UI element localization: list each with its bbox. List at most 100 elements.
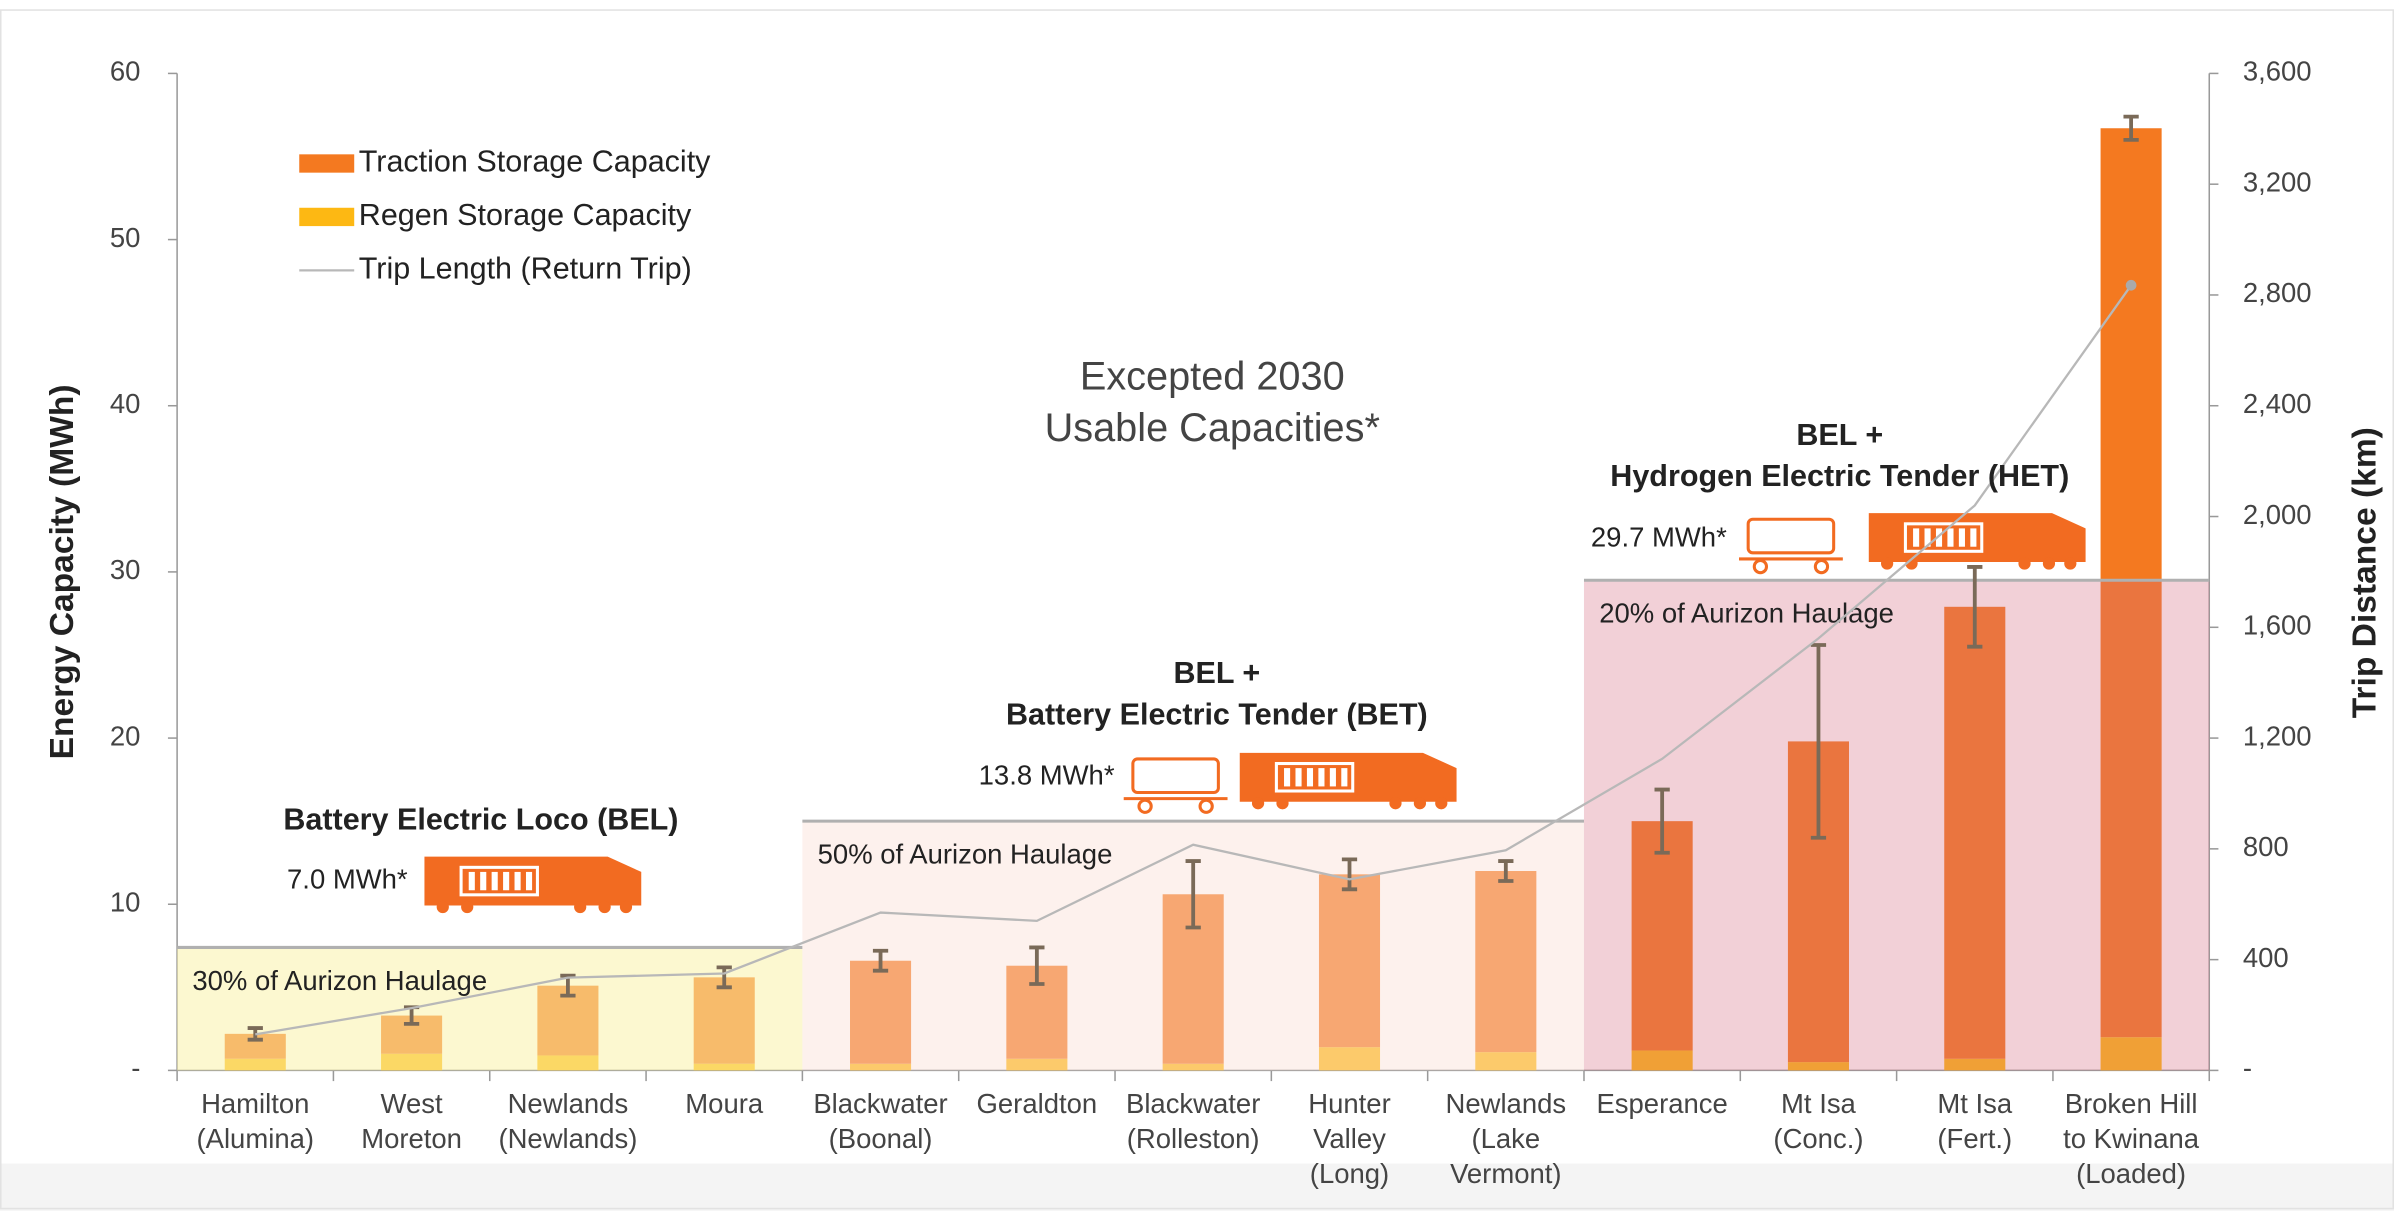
x-tick-label: Esperance: [1596, 1088, 1727, 1119]
battery-icon: [459, 865, 539, 897]
battery-cell: [1318, 768, 1325, 787]
trip-line: [255, 284, 2133, 1036]
battery-cell: [1924, 528, 1931, 547]
error-bar: [1967, 565, 1983, 649]
error-bar: [1185, 859, 1201, 930]
wheel: [436, 900, 449, 914]
loco-icon: [1868, 513, 2086, 562]
battery-cell: [1947, 528, 1954, 547]
x-tick-label: Geraldton: [977, 1088, 1098, 1119]
y2-tick-label: 2,400: [2243, 388, 2312, 419]
bar: [1318, 1047, 1381, 1071]
tender-icon: [1746, 517, 1836, 555]
wheel: [2064, 557, 2077, 570]
error-bar: [1810, 643, 1827, 840]
y2-tick-label: 2,000: [2243, 499, 2312, 530]
group-heading: Hydrogen Electric Tender (HET): [1610, 459, 2069, 493]
wheel: [1813, 558, 1830, 575]
x-tick-label: (Long): [1310, 1158, 1389, 1189]
x-tick-label: Moreton: [361, 1123, 462, 1154]
battery-cell: [1295, 768, 1302, 787]
x-tick-label: Blackwater: [813, 1088, 947, 1119]
x-tick-label: (Lake: [1471, 1123, 1540, 1154]
battery-icon: [1903, 522, 1984, 553]
wheel: [1198, 798, 1214, 814]
x-tick-label: (Fert.): [1937, 1123, 2012, 1154]
battery-icon: [1274, 761, 1355, 793]
group-heading: BEL +: [1796, 418, 1883, 452]
x-tick-label: Mt Isa: [1781, 1088, 1857, 1119]
region-label: 20% of Aurizon Haulage: [1599, 598, 1894, 629]
battery-cell: [491, 871, 498, 891]
y-tick-label: -: [131, 1053, 140, 1084]
tender-icon: [1131, 757, 1220, 795]
group-heading: Battery Electric Tender (BET): [1006, 697, 1428, 731]
x-tick-label: West: [381, 1088, 443, 1119]
bar: [1787, 1062, 1849, 1071]
error-bar: [1341, 857, 1358, 892]
error-bar: [2123, 114, 2139, 142]
region: [177, 947, 803, 1071]
battery-cell: [1958, 528, 1965, 547]
battery-cell: [1306, 768, 1314, 787]
wheel: [1276, 797, 1289, 810]
icons: [424, 513, 2086, 914]
bar: [1944, 606, 2006, 1059]
x-tick-label: (Loaded): [2076, 1158, 2186, 1189]
wheel: [2018, 557, 2031, 570]
y-tick-label: 10: [110, 887, 141, 918]
bar: [850, 1063, 912, 1071]
wheel: [574, 900, 587, 914]
x-tick-label: Hamilton: [201, 1088, 309, 1119]
battery-cell: [514, 871, 521, 891]
x-tick-label: Broken Hill: [2065, 1088, 2198, 1119]
wheel: [461, 900, 474, 914]
group-heading: BEL +: [1173, 656, 1260, 690]
wheel: [1137, 798, 1153, 814]
bar: [1475, 871, 1537, 1053]
group-capacity: 7.0 MWh*: [287, 863, 408, 894]
error-bar: [1498, 859, 1514, 883]
x-tick-label: Moura: [685, 1088, 764, 1119]
legend-label: Trip Length (Return Trip): [359, 251, 692, 285]
battery-cell: [525, 871, 533, 891]
x-tick-label: Newlands: [1446, 1088, 1567, 1119]
bar: [850, 960, 912, 1064]
loco-icon: [1239, 752, 1457, 802]
error-bar: [716, 965, 732, 990]
error-bar: [1654, 787, 1670, 855]
battery-cell: [1935, 528, 1943, 547]
y2-tick-label: 400: [2243, 942, 2289, 973]
wheel: [1389, 797, 1402, 810]
bar: [1162, 1063, 1224, 1071]
footer-strip: [0, 1163, 2394, 1211]
bar: [1631, 1050, 1693, 1071]
x-tick-label: to Kwinana: [2063, 1123, 2200, 1154]
x-tick-label: (Boonal): [829, 1123, 933, 1154]
bar: [1318, 874, 1381, 1048]
group-capacity: 13.8 MWh*: [979, 760, 1115, 791]
y2-tick-label: 3,600: [2243, 56, 2312, 87]
y2-tick-label: 2,800: [2243, 277, 2312, 308]
error-bar: [1029, 945, 1045, 986]
y-axis-label: Energy Capacity (MWh): [44, 384, 81, 759]
error-bar: [560, 973, 576, 998]
battery-cell: [1329, 768, 1336, 787]
x-tick-label: (Rolleston): [1127, 1123, 1260, 1154]
bar: [1475, 1052, 1537, 1071]
y2-tick-label: -: [2243, 1053, 2252, 1084]
y-tick-label: 60: [110, 56, 141, 87]
wheel: [1413, 797, 1427, 810]
bar: [1944, 1058, 2006, 1071]
battery-cell: [468, 871, 475, 891]
frame: [0, 9, 2394, 1210]
wheel: [619, 900, 633, 914]
y-tick-label: 50: [110, 222, 141, 253]
wheel: [1435, 797, 1448, 810]
x-tick-label: Blackwater: [1126, 1088, 1260, 1119]
x-tick-label: Mt Isa: [1937, 1088, 2013, 1119]
battery-cell: [1913, 528, 1920, 547]
battery-cell: [1341, 768, 1348, 787]
y2-tick-label: 1,200: [2243, 720, 2312, 751]
